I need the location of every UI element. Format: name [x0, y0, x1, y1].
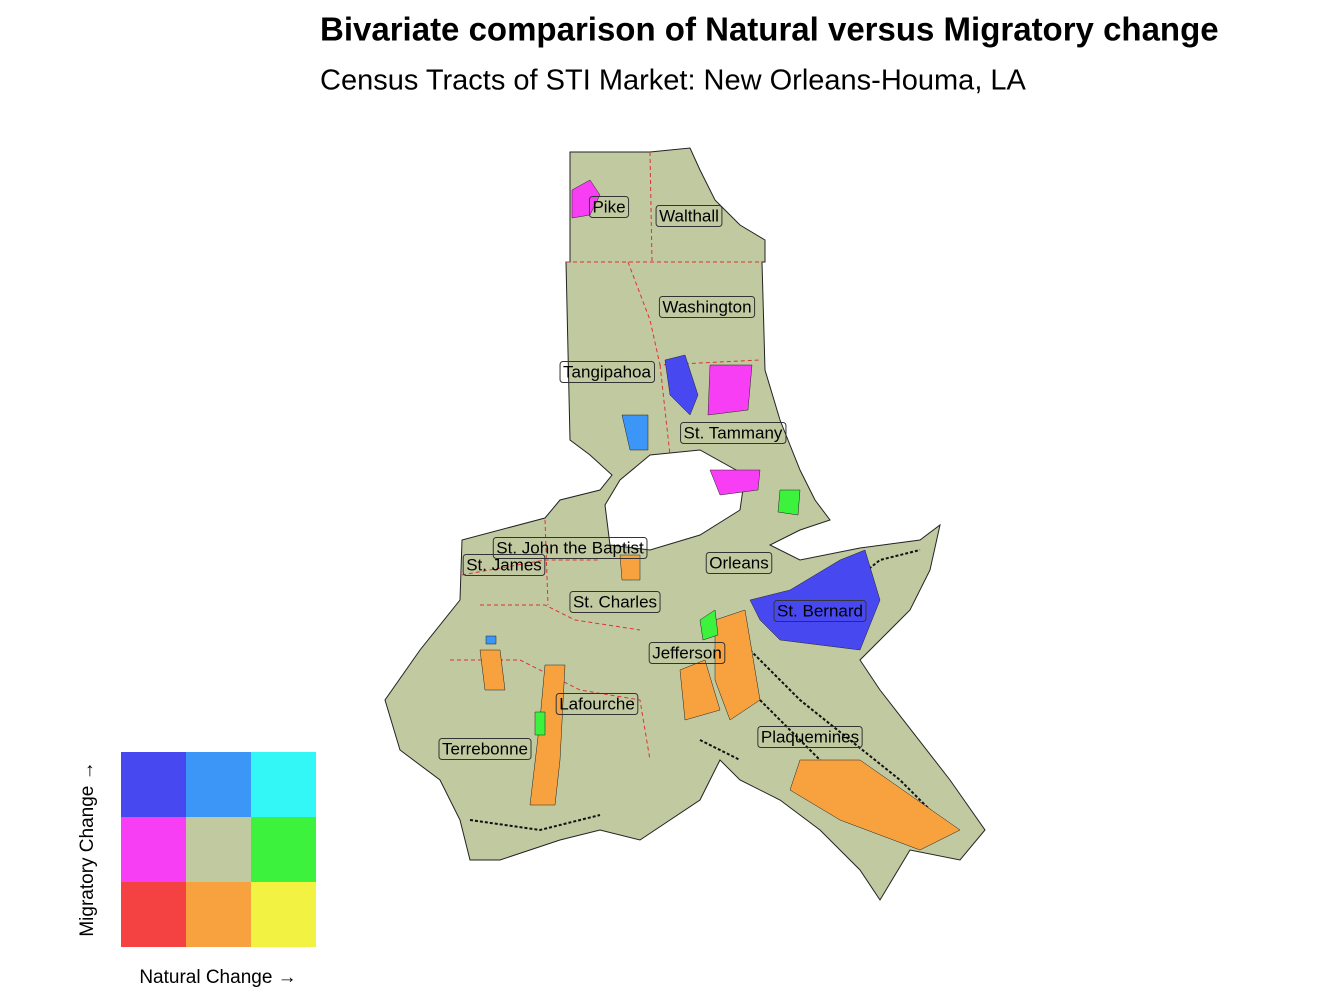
- legend-cell: [251, 882, 316, 947]
- legend: Natural Change → Migratory Change →: [77, 752, 316, 988]
- legend-cell: [121, 817, 186, 882]
- label-box: [773, 599, 867, 622]
- tract: [664, 354, 699, 416]
- parish-label: St. John the Baptist: [496, 538, 644, 557]
- tract: [789, 759, 961, 851]
- tract: [777, 489, 801, 516]
- boundary: [649, 151, 653, 263]
- label-box: [588, 195, 630, 218]
- label-box: [680, 421, 787, 444]
- legend-y-label: Migratory Change →: [77, 761, 98, 936]
- subtitle: Census Tracts of STI Market: New Orleans…: [320, 65, 1027, 97]
- parish-label: Washington: [662, 297, 751, 316]
- label-box: [705, 551, 773, 574]
- legend-cell: [121, 882, 186, 947]
- tract: [534, 711, 546, 736]
- label-box: [438, 737, 532, 760]
- parish-label: Tangipahoa: [563, 362, 651, 381]
- label-box: [555, 692, 639, 715]
- tract: [485, 635, 497, 645]
- parish-label: Jefferson: [652, 643, 722, 662]
- parish-label: St. James: [466, 555, 542, 574]
- parish-label: Orleans: [709, 553, 769, 572]
- label-box: [559, 360, 655, 383]
- tract: [714, 609, 761, 721]
- tract: [709, 469, 761, 496]
- title: Bivariate comparison of Natural versus M…: [320, 11, 1219, 48]
- tract: [619, 554, 641, 581]
- tract: [571, 179, 601, 219]
- legend-x-label: Natural Change →: [139, 967, 296, 988]
- parish-label: Lafourche: [559, 694, 635, 713]
- label-box: [757, 725, 863, 748]
- tract: [699, 609, 719, 641]
- legend-cell: [186, 817, 251, 882]
- parish-labels: Pike Walthall Washington Tangipahoa St. Tamm…: [438, 195, 867, 760]
- parish-label: St. Charles: [573, 592, 657, 611]
- legend-cell: [251, 817, 316, 882]
- legend-cell: [121, 752, 186, 817]
- boundary: [544, 519, 549, 606]
- parish-label: Plaquemines: [761, 727, 859, 746]
- label-box: [648, 641, 726, 664]
- parish-label: St. Bernard: [777, 601, 863, 620]
- label-box: [492, 536, 648, 559]
- label-box: [658, 295, 756, 318]
- boundary: [450, 659, 651, 761]
- boundary: [627, 261, 761, 366]
- tract: [621, 414, 649, 451]
- parish-label: St. Tammany: [684, 423, 783, 442]
- tract: [707, 364, 753, 416]
- parish-label: Walthall: [659, 206, 719, 225]
- legend-cell: [186, 752, 251, 817]
- parish-label: Terrebonne: [442, 739, 528, 758]
- label-box: [462, 553, 546, 576]
- legend-cell: [186, 882, 251, 947]
- parish-label: Pike: [592, 197, 625, 216]
- legend-cell: [251, 752, 316, 817]
- label-box: [655, 204, 723, 227]
- label-box: [569, 590, 661, 613]
- marsh: [469, 549, 951, 832]
- parish-boundaries: [450, 151, 762, 761]
- boundary: [659, 364, 671, 456]
- tract: [479, 649, 506, 691]
- lake: [604, 449, 746, 551]
